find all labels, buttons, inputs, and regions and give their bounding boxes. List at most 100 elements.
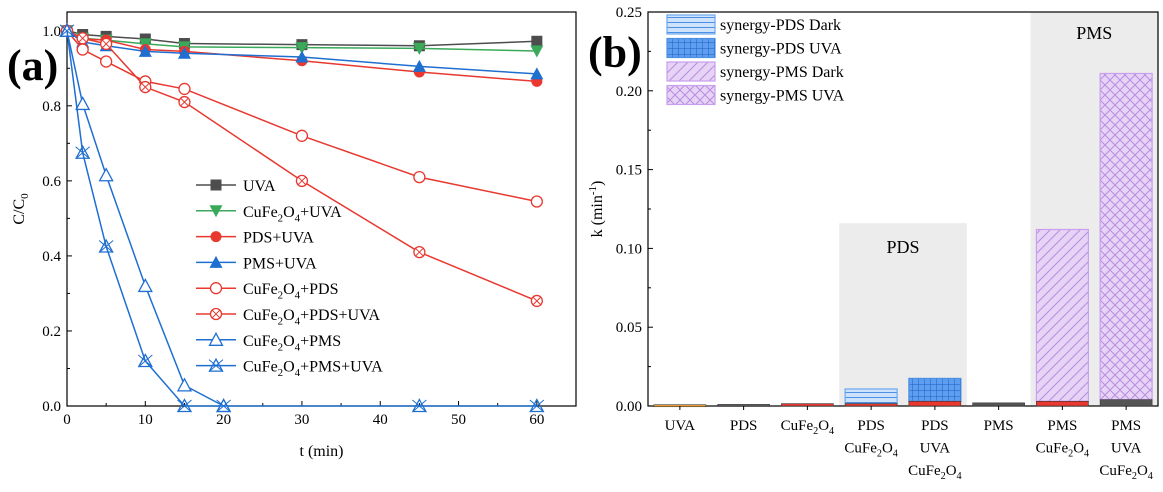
- data-point: [413, 246, 426, 259]
- legend-swatch: [666, 37, 716, 59]
- bar-group-4: [908, 377, 962, 407]
- y-tick-label-a: 0.2: [42, 324, 61, 340]
- x-tick-label-b: CuFe2O4: [908, 463, 962, 482]
- data-point: [530, 45, 544, 58]
- data-point: [176, 377, 193, 392]
- y-tick-label-a: 1.0: [42, 24, 61, 40]
- base-bar: [1036, 400, 1089, 407]
- synergy-bar: [1035, 228, 1089, 402]
- y-tick-label-a: 0.4: [42, 249, 61, 265]
- data-point: [98, 167, 114, 182]
- bar-group-5: [972, 402, 1025, 407]
- data-point: [98, 238, 114, 253]
- data-point: [137, 353, 153, 368]
- data-point: [100, 55, 113, 68]
- x-tick-label-a: 60: [529, 412, 544, 428]
- y-tick-label-a: 0.0: [42, 399, 61, 415]
- data-point: [75, 96, 91, 111]
- x-tick-label-b: PMS: [984, 418, 1014, 434]
- data-point: [75, 144, 91, 160]
- legend-marker: [208, 357, 224, 372]
- y-tick-label-b: 0.20: [616, 84, 642, 100]
- data-point: [59, 22, 75, 38]
- x-tick-label-b: CuFe2O4: [1099, 463, 1153, 482]
- data-point: [138, 44, 152, 57]
- legend-a: UVA CuFe2O4+UVA PDS+UVA PMS+UVA CuFe2O4+PDS C…: [196, 178, 383, 379]
- x-tick-label-a: 50: [451, 412, 466, 428]
- data-point: [178, 82, 191, 96]
- legend-swatch: [666, 61, 716, 82]
- data-point: [413, 170, 426, 184]
- data-point: [530, 195, 543, 208]
- y-tick-label-b: 0.05: [616, 320, 642, 336]
- y-tick-label-b: 0.00: [616, 399, 642, 415]
- x-tick-label-a: 20: [216, 412, 231, 428]
- region-label: PMS: [1076, 23, 1112, 43]
- y-tick-label-a: 0.6: [42, 174, 61, 190]
- bar-group-7: [1099, 72, 1153, 407]
- x-tick-label-b: CuFe2O4: [781, 418, 835, 437]
- base-bar: [972, 402, 1025, 407]
- data-point: [295, 129, 309, 142]
- data-point: [411, 398, 427, 413]
- bar-group-2: [781, 403, 834, 407]
- legend-label: CuFe2O4+PMS: [243, 333, 341, 353]
- legend-label: PDS+UVA: [243, 230, 314, 247]
- x-tick-label-b: PMS: [1047, 418, 1077, 434]
- data-point: [100, 37, 113, 51]
- x-tick-label-b: CuFe2O4: [1036, 441, 1090, 460]
- data-point: [76, 43, 89, 56]
- data-point: [530, 294, 543, 308]
- legend-marker: [209, 307, 223, 321]
- legend-label: PMS+UVA: [243, 255, 317, 272]
- legend-marker: [209, 205, 223, 218]
- x-tick-label-a: 40: [373, 412, 388, 428]
- legend-label: CuFe2O4+PDS+UVA: [243, 307, 381, 327]
- y-tick-label-a: 0.8: [42, 99, 61, 115]
- base-bar: [781, 403, 834, 407]
- data-point: [530, 67, 544, 80]
- legend-b: synergy-PDS Dark synergy-PDS UVA synergy-P…: [666, 14, 845, 106]
- y-tick-label-b: 0.25: [616, 5, 642, 21]
- data-point: [295, 42, 309, 55]
- x-tick-label-b: PDS: [857, 418, 885, 434]
- x-tick-label-b: UVA: [665, 418, 696, 434]
- data-point: [178, 95, 191, 109]
- legend-label: synergy-PDS UVA: [720, 41, 842, 58]
- series-7: [59, 22, 545, 413]
- bar-group-6: [1035, 228, 1089, 407]
- series-3: [60, 24, 544, 80]
- bar-group-3: [844, 388, 898, 407]
- legend-label: CuFe2O4+PDS: [243, 281, 338, 301]
- data-point: [216, 398, 232, 413]
- legend-marker: [209, 255, 223, 268]
- x-tick-label-b: UVA: [1111, 441, 1142, 457]
- y-axis-label-a: C/C0: [11, 193, 31, 225]
- legend-label: synergy-PDS Dark: [720, 17, 841, 34]
- x-tick-label-b: PMS: [1111, 418, 1141, 434]
- data-point: [176, 398, 193, 413]
- x-axis-label-a: t (min): [300, 443, 344, 460]
- data-point: [531, 35, 543, 47]
- region-pds: [839, 223, 967, 406]
- x-tick-label-a: 10: [138, 412, 153, 428]
- data-point: [76, 32, 89, 45]
- y-axis-label-b: k (min-1): [587, 181, 606, 238]
- x-tick-label-a: 30: [294, 412, 309, 428]
- legend-label: CuFe2O4+UVA: [243, 204, 342, 224]
- data-point: [412, 42, 426, 55]
- y-tick-label-b: 0.15: [616, 163, 642, 179]
- synergy-bar: [844, 388, 898, 405]
- x-tick-label-b: PDS: [921, 418, 949, 434]
- data-point: [295, 50, 309, 63]
- legend-marker: [208, 331, 224, 346]
- series-line: [66, 30, 224, 407]
- x-tick-label-b: UVA: [920, 441, 951, 457]
- legend-marker: [210, 179, 222, 191]
- legend-swatch: [666, 84, 716, 106]
- legend-marker: [209, 282, 223, 295]
- data-point: [177, 46, 191, 59]
- region-label: PDS: [886, 237, 919, 257]
- legend-label: synergy-PMS UVA: [720, 88, 845, 105]
